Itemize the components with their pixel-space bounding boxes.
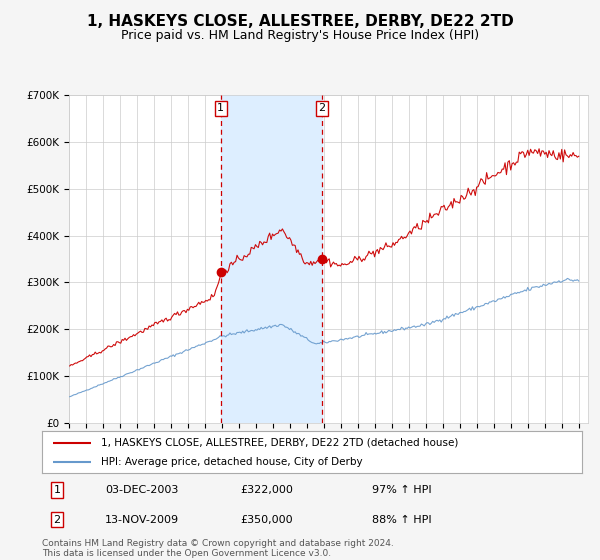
Text: 2: 2: [53, 515, 61, 525]
Text: 1, HASKEYS CLOSE, ALLESTREE, DERBY, DE22 2TD: 1, HASKEYS CLOSE, ALLESTREE, DERBY, DE22…: [86, 14, 514, 29]
Text: 88% ↑ HPI: 88% ↑ HPI: [372, 515, 431, 525]
Bar: [221, 95, 322, 423]
Text: 03-DEC-2003: 03-DEC-2003: [105, 485, 178, 495]
Text: 13-NOV-2009: 13-NOV-2009: [105, 515, 179, 525]
Text: 1: 1: [53, 485, 61, 495]
Text: 97% ↑ HPI: 97% ↑ HPI: [372, 485, 431, 495]
Text: Contains HM Land Registry data © Crown copyright and database right 2024.
This d: Contains HM Land Registry data © Crown c…: [42, 539, 394, 558]
Text: £322,000: £322,000: [240, 485, 293, 495]
Text: 2: 2: [319, 103, 326, 113]
Text: 1: 1: [217, 103, 224, 113]
Text: 1, HASKEYS CLOSE, ALLESTREE, DERBY, DE22 2TD (detached house): 1, HASKEYS CLOSE, ALLESTREE, DERBY, DE22…: [101, 437, 459, 447]
Text: HPI: Average price, detached house, City of Derby: HPI: Average price, detached house, City…: [101, 457, 363, 467]
Text: £350,000: £350,000: [240, 515, 293, 525]
Text: Price paid vs. HM Land Registry's House Price Index (HPI): Price paid vs. HM Land Registry's House …: [121, 29, 479, 42]
